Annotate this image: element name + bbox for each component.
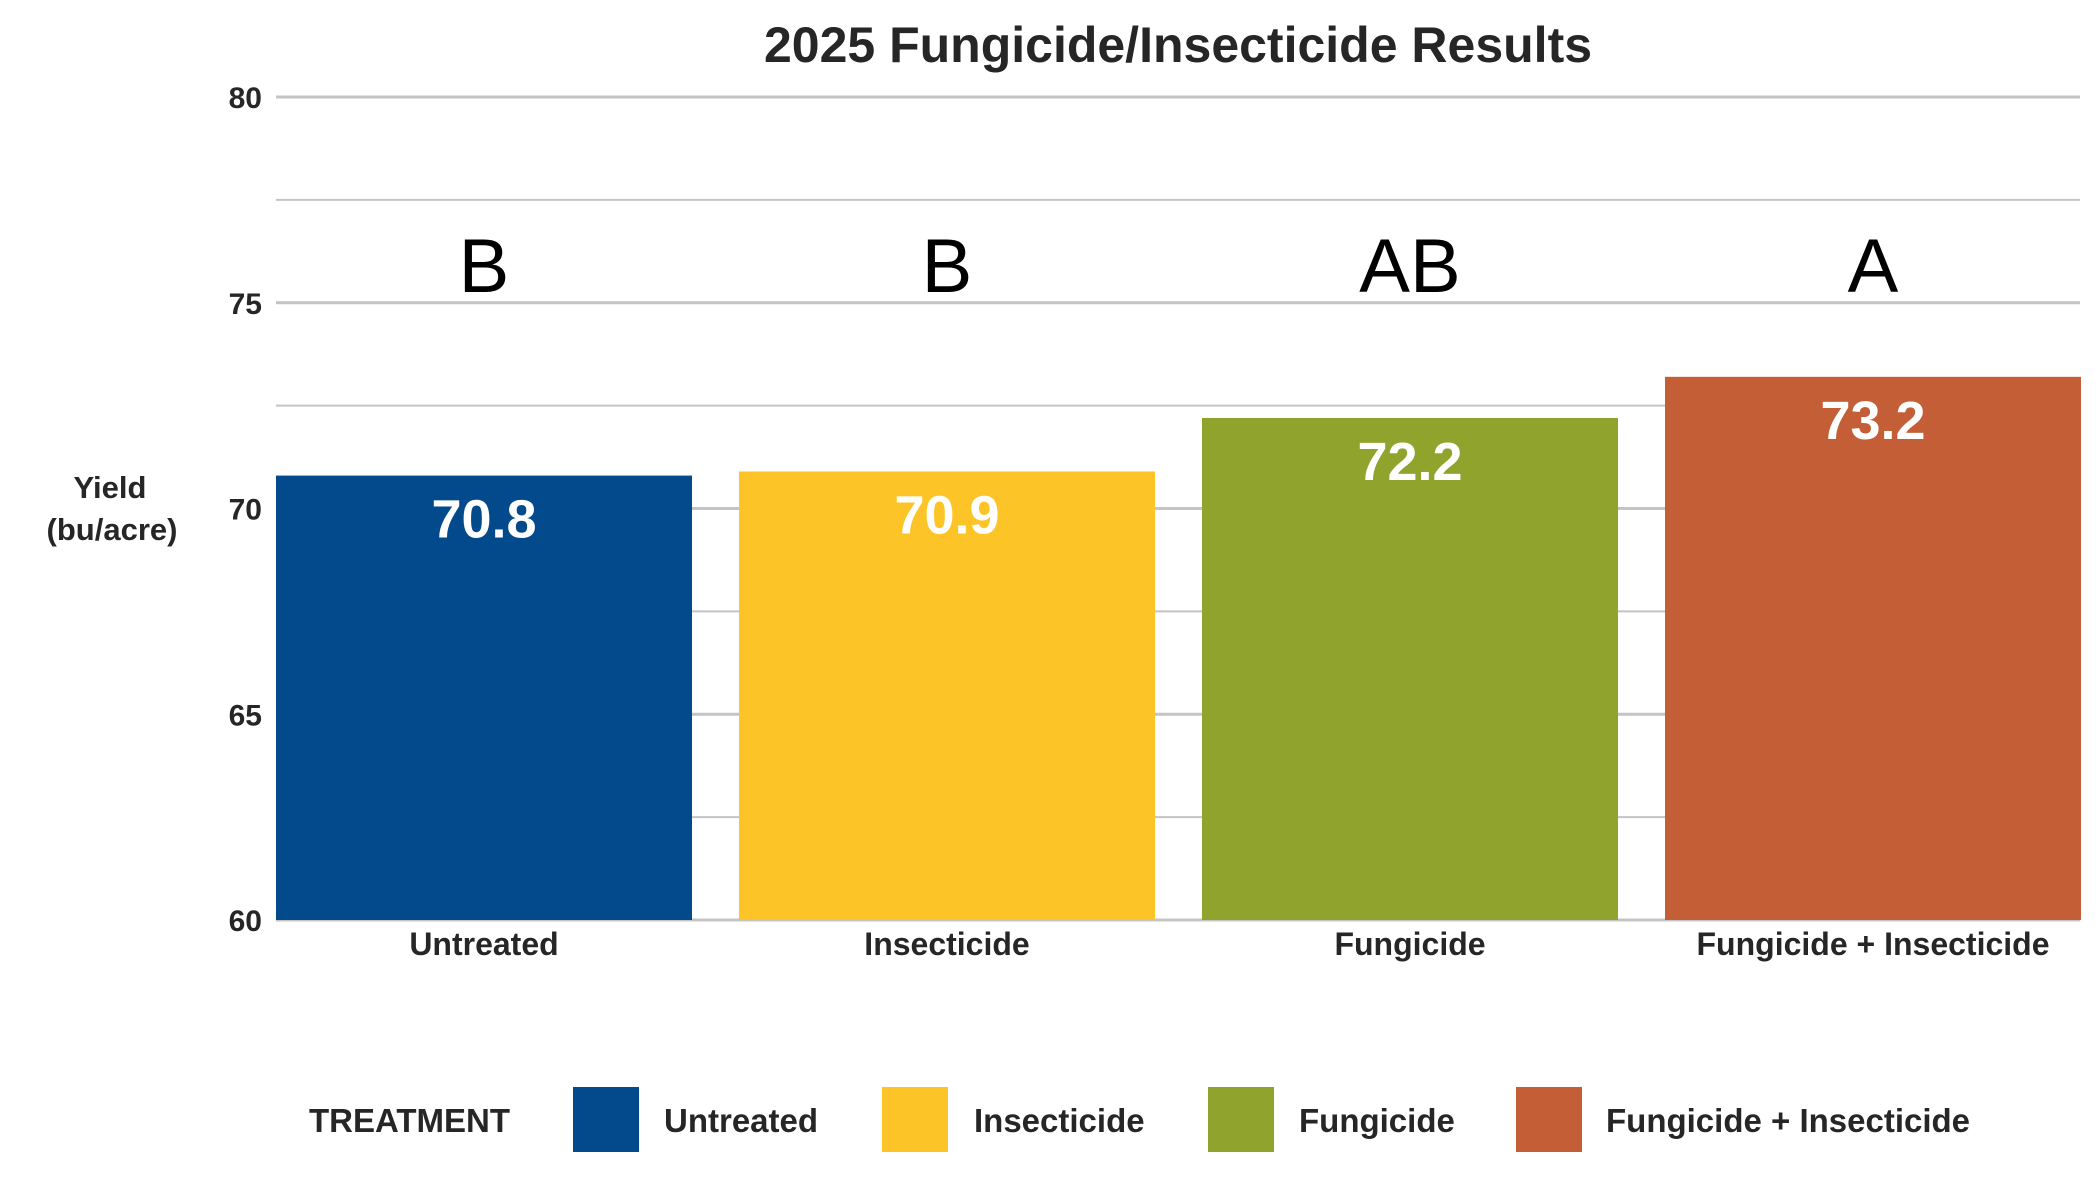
x-category-label: Untreated — [409, 926, 558, 962]
bar — [1202, 417, 1618, 920]
chart-title: 2025 Fungicide/Insecticide Results — [764, 17, 1592, 73]
y-tick-label: 75 — [229, 288, 262, 321]
legend-swatch — [882, 1087, 948, 1152]
legend-title: TREATMENT — [309, 1102, 510, 1139]
bar — [739, 471, 1155, 920]
significance-letter: B — [922, 224, 973, 309]
bar-value-label: 73.2 — [1820, 391, 1925, 451]
bar — [1665, 376, 2081, 920]
y-axis-label-line1: Yield — [74, 470, 147, 505]
x-category-label: Insecticide — [864, 926, 1029, 962]
legend-swatch — [573, 1087, 639, 1152]
y-axis-label-line2: (bu/acre) — [47, 512, 178, 547]
y-tick-label: 65 — [229, 699, 262, 732]
bars: 70.8 B Untreated 70.9 B Insecticide 72.2 AB Fung… — [276, 224, 2081, 962]
legend-swatch — [1208, 1087, 1274, 1152]
significance-letter: B — [459, 224, 510, 309]
x-category-label: Fungicide — [1334, 926, 1485, 962]
significance-letter: AB — [1359, 224, 1460, 309]
bar — [276, 475, 692, 920]
legend-entry-label: Insecticide — [974, 1102, 1145, 1139]
y-tick-label: 60 — [229, 905, 262, 938]
y-tick-label: 70 — [229, 494, 262, 527]
significance-letter: A — [1848, 224, 1899, 309]
x-category-label: Fungicide + Insecticide — [1697, 926, 2050, 962]
legend: TREATMENT Untreated Insecticide Fungicide F… — [309, 1087, 1970, 1152]
legend-entry-label: Untreated — [664, 1102, 818, 1139]
bar-value-label: 70.8 — [431, 490, 536, 550]
legend-entry-label: Fungicide + Insecticide — [1606, 1102, 1970, 1139]
bar-value-label: 70.9 — [894, 485, 999, 545]
legend-swatch — [1516, 1087, 1582, 1152]
legend-entry-label: Fungicide — [1299, 1102, 1455, 1139]
bar-value-label: 72.2 — [1357, 432, 1462, 492]
y-tick-label: 80 — [229, 82, 262, 115]
y-axis-ticks: 60 65 70 75 80 — [229, 82, 262, 938]
